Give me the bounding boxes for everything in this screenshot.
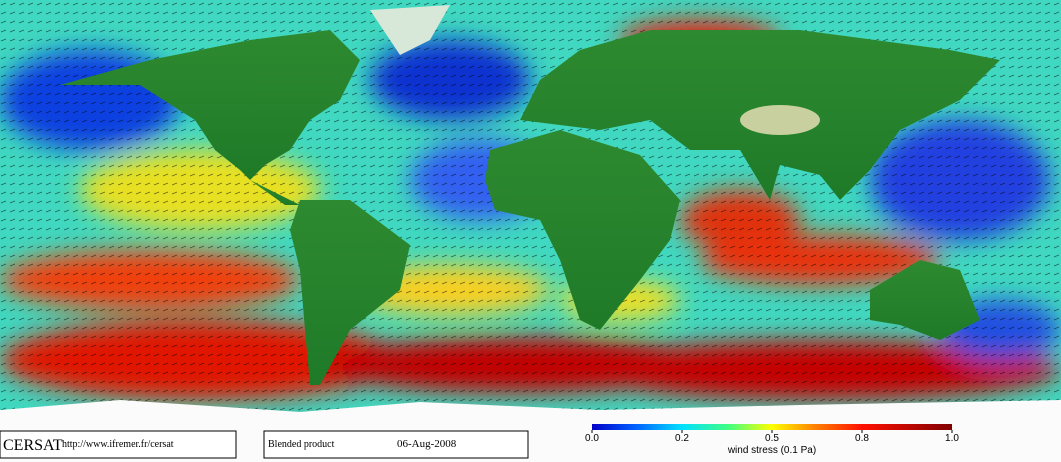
product: Blended product xyxy=(268,439,335,450)
footer: CERSAT http://www.ifremer.fr/cersat Blen… xyxy=(0,430,529,459)
date: 06-Aug-2008 xyxy=(397,438,457,450)
colorbar-tick-label: 0.5 xyxy=(765,433,779,444)
colorbar-label: wind stress (0.1 Pa) xyxy=(727,445,816,456)
colorbar-tick-label: 0.2 xyxy=(675,433,689,444)
product-box xyxy=(263,430,529,459)
url: http://www.ifremer.fr/cersat xyxy=(62,439,174,450)
colorbar-tick-label: 1.0 xyxy=(945,433,959,444)
colorbar-ramp xyxy=(592,424,952,430)
land xyxy=(0,5,1061,462)
colorbar: wind stress (0.1 Pa) 0.0 0.2 0.5 0.8 1.0 xyxy=(585,424,959,456)
logo: CERSAT xyxy=(3,437,63,454)
logo-box xyxy=(0,430,237,459)
colorbar-tick-label: 0.0 xyxy=(585,433,599,444)
colorbar-tick-label: 0.8 xyxy=(855,433,869,444)
